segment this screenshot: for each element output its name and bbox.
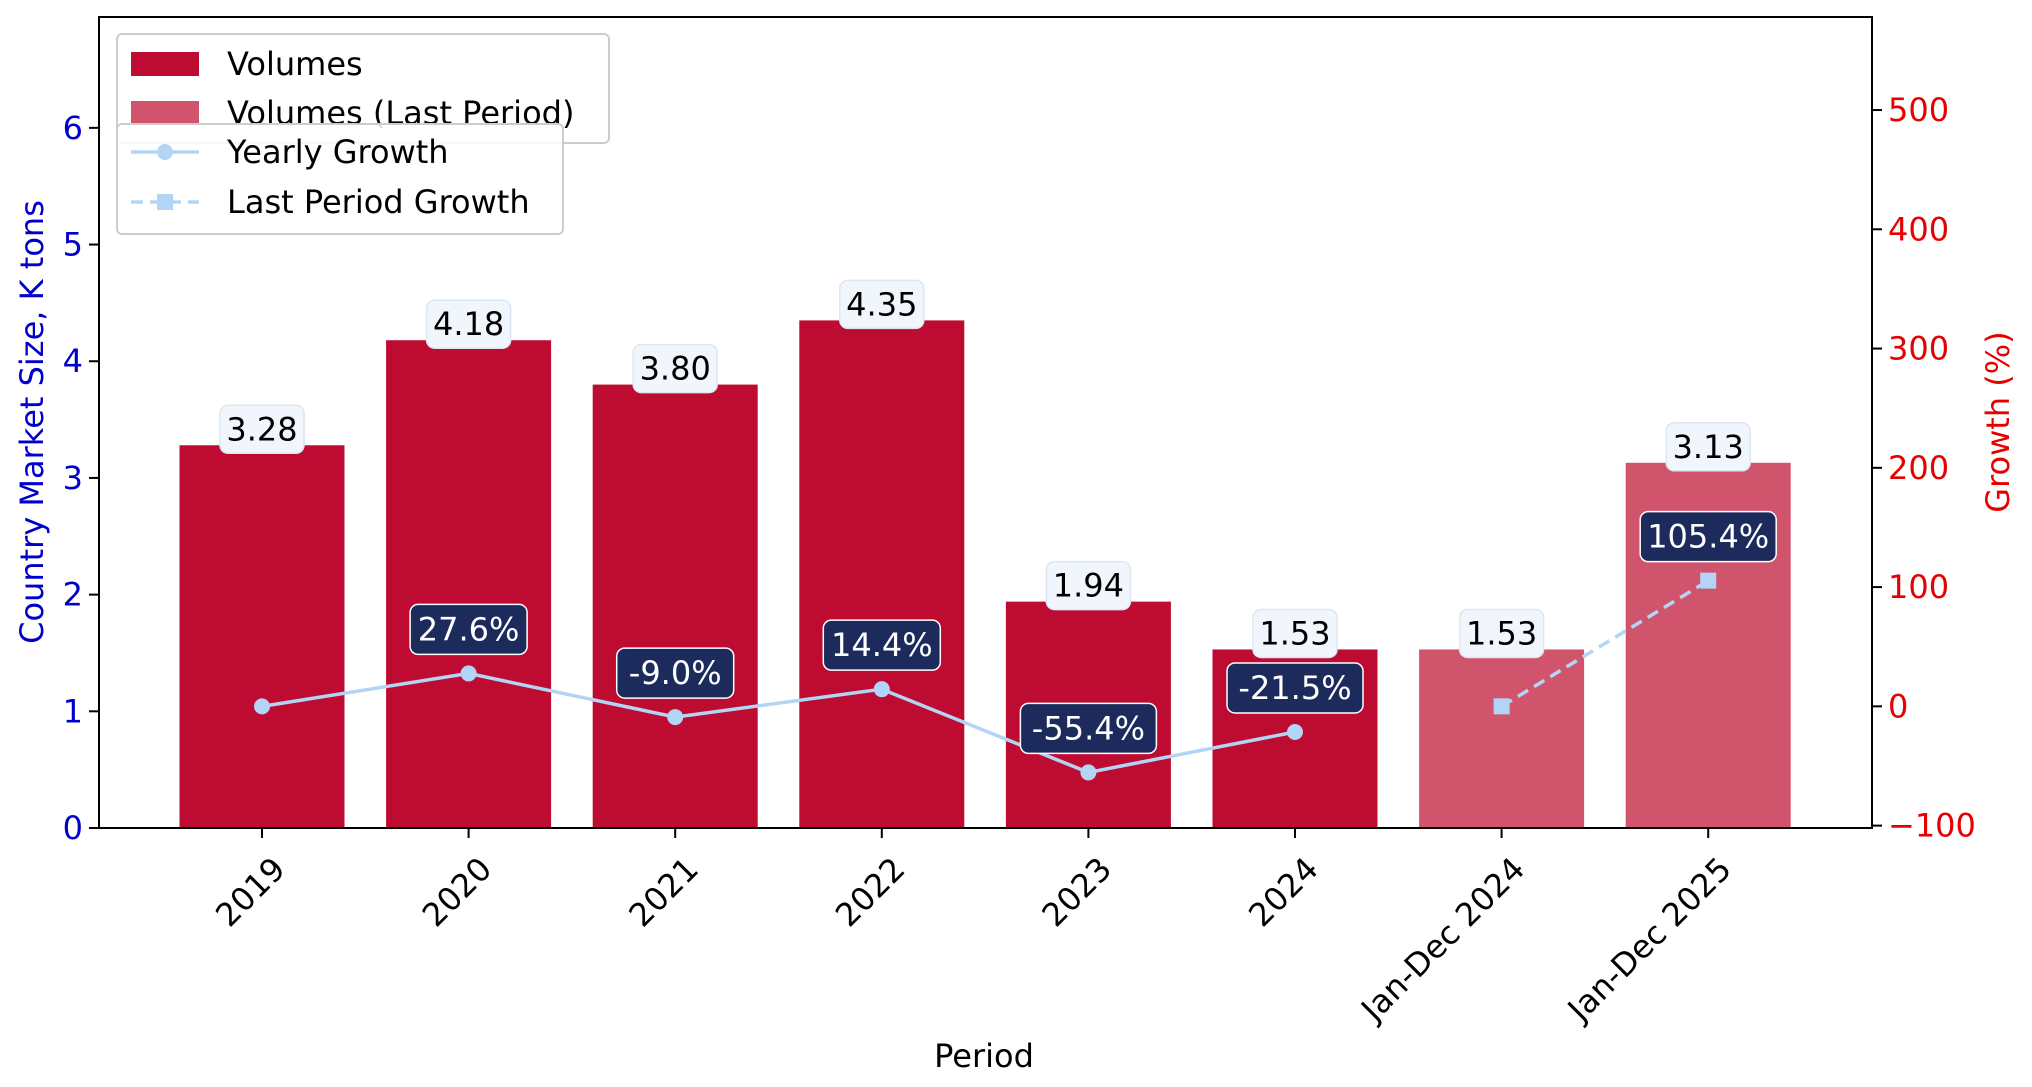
right-axis-tick-label: −100 xyxy=(1888,807,1976,845)
x-axis-tick-label: Jan-Dec 2025 xyxy=(1559,850,1739,1030)
bar-value-label: 3.80 xyxy=(640,350,711,388)
growth-label: 14.4% xyxy=(831,626,933,664)
growth-point-marker xyxy=(1080,764,1097,781)
x-axis-tick-label: 2022 xyxy=(828,850,912,934)
legend-label: Volumes xyxy=(227,45,363,83)
right-axis-tick-label: 200 xyxy=(1888,449,1949,487)
growth-label: 105.4% xyxy=(1647,518,1769,556)
bar-value-label-box xyxy=(632,343,718,394)
growth-label-box xyxy=(1019,702,1158,755)
left-axis-tick-label: 4 xyxy=(63,342,83,380)
growth-label-box xyxy=(822,619,942,671)
growth-label-box xyxy=(409,603,528,656)
growth-point-marker xyxy=(1493,698,1510,715)
legend-marker xyxy=(157,144,173,160)
growth-lines-group xyxy=(254,572,1717,781)
growth-label-box xyxy=(615,647,735,699)
x-axis-title: Period xyxy=(934,1037,1034,1075)
x-axis-tick-label: 2024 xyxy=(1241,850,1325,934)
yearly-growth-line xyxy=(261,671,1296,775)
x-axis-tick-label: 2020 xyxy=(415,850,499,934)
x-axis-tick-label: 2023 xyxy=(1035,850,1119,934)
legend-swatch xyxy=(131,52,199,76)
right-axis-tick-label: 500 xyxy=(1888,91,1949,129)
bar-last-period xyxy=(1419,649,1585,828)
growth-point-marker xyxy=(873,681,890,698)
x-axis-tick-label: 2019 xyxy=(208,850,292,934)
bar-value-label: 4.18 xyxy=(433,305,504,343)
bar-volume xyxy=(179,445,345,828)
growth-point-marker xyxy=(460,665,477,682)
left-axis-tick-label: 1 xyxy=(63,692,83,730)
bar-value-label-box xyxy=(219,404,305,455)
bar-value-label: 1.53 xyxy=(1466,614,1537,652)
bar-value-label: 1.94 xyxy=(1053,567,1124,605)
x-axis-tick-label: Jan-Dec 2024 xyxy=(1352,850,1532,1030)
bar-value-label-box xyxy=(839,279,925,330)
bar-value-label-box xyxy=(1045,560,1132,611)
growth-label: 27.6% xyxy=(418,610,520,648)
last-period-growth-line xyxy=(1500,579,1710,708)
left-axis-tick-label: 2 xyxy=(63,576,83,614)
legend-swatch xyxy=(131,101,199,125)
bar-value-label: 4.35 xyxy=(846,285,917,323)
legend-lines-box xyxy=(116,123,564,235)
bar-value-label: 3.28 xyxy=(226,410,297,448)
right-axis-tick-label: 400 xyxy=(1888,210,1949,248)
growth-label: -21.5% xyxy=(1238,669,1351,707)
growth-label: -9.0% xyxy=(629,654,722,692)
bar-value-label: 3.13 xyxy=(1673,428,1744,466)
bars-group xyxy=(179,320,1791,828)
growth-point-marker xyxy=(667,709,684,726)
bar-value-label-box xyxy=(425,299,512,349)
labels-group: 3.28 4.18 3.80 4.35 1.94 1.53 1.53 3.13 27.6% -9.… xyxy=(219,279,1777,755)
growth-label-box xyxy=(1226,662,1364,714)
bar-volume xyxy=(592,384,758,828)
bar-value-label: 1.53 xyxy=(1259,614,1330,652)
plot-frame xyxy=(98,16,1873,829)
legend-marker xyxy=(157,194,173,210)
x-axis-tick-label: 2021 xyxy=(621,850,705,934)
left-axis-title: Country Market Size, K tons xyxy=(13,200,51,644)
bar-volume xyxy=(386,340,552,828)
bar-volume xyxy=(799,320,965,828)
right-axis-tick-label: 300 xyxy=(1888,330,1949,368)
legend-label: Yearly Growth xyxy=(226,133,449,171)
left-axis-tick-label: 6 xyxy=(63,109,83,147)
bar-value-label-box xyxy=(1458,608,1545,659)
growth-point-marker xyxy=(1700,572,1717,589)
growth-label-box xyxy=(1639,510,1777,563)
growth-label: -55.4% xyxy=(1032,709,1145,747)
bar-value-label-box xyxy=(1665,422,1751,472)
right-axis-tick-label: 100 xyxy=(1888,568,1949,606)
growth-point-marker xyxy=(1287,723,1303,740)
bar-value-label-box xyxy=(1252,608,1338,659)
growth-point-marker xyxy=(254,698,270,715)
right-axis-title: Growth (%) xyxy=(1979,331,2017,512)
left-axis-tick-label: 0 xyxy=(63,809,83,847)
left-axis-tick-label: 3 xyxy=(63,459,83,497)
right-axis-tick-label: 0 xyxy=(1888,687,1908,725)
legend-label: Last Period Growth xyxy=(227,183,530,221)
left-axis-tick-label: 5 xyxy=(63,226,83,264)
